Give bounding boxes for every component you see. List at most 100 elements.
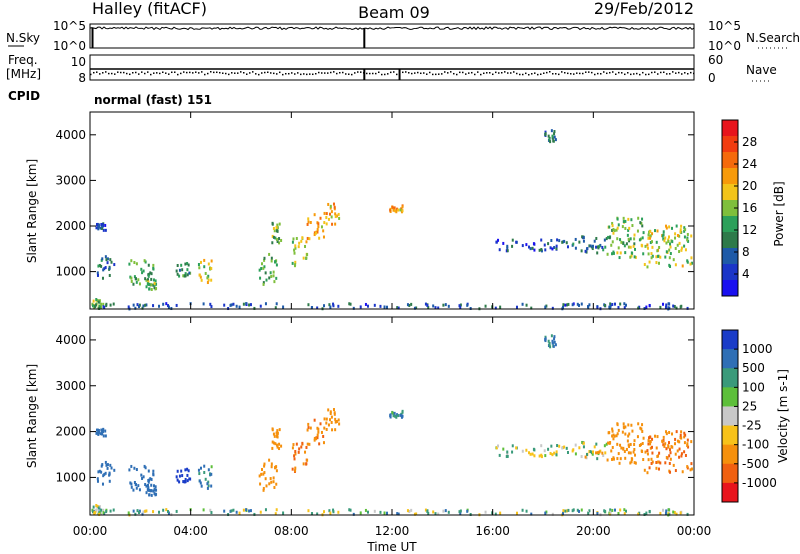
- power-echo-cell: [270, 259, 273, 263]
- power-echo-cell: [149, 271, 152, 275]
- velocity-echo-cell: [263, 471, 266, 475]
- velocity-echo-cell: [100, 470, 103, 474]
- velocity-echo-cell: [348, 508, 351, 512]
- power-echo-cell: [625, 242, 628, 246]
- power-echo-cell: [424, 302, 427, 306]
- power-echo-cell: [98, 263, 101, 267]
- velocity-echo-cell: [459, 511, 462, 515]
- velocity-echo-cell: [175, 475, 178, 479]
- power-echo-cell: [97, 223, 100, 227]
- power-echo-cell: [633, 255, 636, 259]
- power-echo-cell: [587, 305, 590, 309]
- power-echo-cell: [622, 216, 625, 220]
- velocity-echo-cell: [97, 470, 100, 474]
- power-echo-cell: [498, 248, 501, 252]
- power-echo-cell: [317, 225, 320, 229]
- velocity-echo-cell: [580, 508, 583, 512]
- power-echo-cell: [142, 269, 145, 273]
- velocity-echo-cell: [680, 430, 683, 434]
- power-echo-cell: [672, 258, 675, 262]
- power-echo-cell: [313, 213, 316, 217]
- velocity-echo-cell: [92, 505, 95, 509]
- velocity-echo-cell: [664, 442, 667, 446]
- yaxis-tick-label: 2000: [55, 219, 86, 233]
- power-echo-cell: [603, 304, 606, 308]
- power-echo-cell: [617, 305, 620, 309]
- velocity-echo-cell: [302, 462, 305, 466]
- power-echo-cell: [158, 304, 161, 308]
- velocity-echo-cell: [268, 482, 271, 486]
- nave-point: [159, 72, 161, 75]
- velocity-echo-cell: [572, 508, 575, 512]
- nave-point: [669, 73, 671, 75]
- nave-point: [282, 73, 284, 76]
- velocity-echo-cell: [591, 450, 594, 454]
- velocity-echo-cell: [608, 441, 611, 445]
- velocity-echo-cell: [678, 440, 681, 444]
- power-echo-cell: [665, 241, 668, 245]
- nave-point: [249, 72, 251, 74]
- power-echo-cell: [135, 262, 138, 266]
- velocity-echo-cell: [149, 477, 152, 481]
- power-echo-cell: [642, 252, 645, 256]
- velocity-echo-cell: [145, 484, 148, 488]
- velocity-echo-cell: [282, 511, 285, 515]
- power-echo-cell: [263, 256, 266, 260]
- velocity-echo-cell: [647, 458, 650, 462]
- power-echo-cell: [278, 241, 281, 245]
- power-echo-cell: [396, 306, 399, 310]
- colorbar-tick-label: -1000: [742, 476, 777, 490]
- power-echo-cell: [680, 224, 683, 228]
- velocity-echo-cell: [176, 478, 179, 482]
- power-echo-cell: [101, 276, 104, 280]
- power-echo-cell: [469, 306, 472, 310]
- power-echo-cell: [605, 237, 608, 241]
- power-echo-cell: [327, 202, 330, 206]
- power-echo-cell: [664, 255, 667, 259]
- cpid-label: CPID: [8, 89, 40, 103]
- power-echo-cell: [207, 274, 210, 278]
- velocity-echo-cell: [515, 511, 518, 515]
- velocity-echo-cell: [100, 508, 103, 512]
- velocity-echo-cell: [595, 451, 598, 455]
- velocity-echo-cell: [544, 337, 547, 341]
- velocity-echo-cell: [108, 479, 111, 483]
- velocity-echo-cell: [625, 447, 628, 451]
- velocity-echo-cell: [145, 491, 148, 495]
- velocity-echo-cell: [658, 451, 661, 455]
- velocity-echo-cell: [325, 427, 328, 431]
- velocity-echo-cell: [634, 453, 637, 457]
- power-echo-cell: [615, 228, 618, 232]
- velocity-echo-cell: [135, 486, 138, 490]
- power-echo-cell: [549, 140, 552, 144]
- velocity-echo-cell: [147, 480, 150, 484]
- velocity-echo-cell: [305, 445, 308, 449]
- power-echo-cell: [395, 210, 398, 214]
- velocity-echo-cell: [633, 448, 636, 452]
- power-echo-cell: [178, 274, 181, 278]
- velocity-echo-cell: [396, 413, 399, 417]
- power-echo-cell: [636, 229, 639, 233]
- velocity-echo-cell: [274, 466, 277, 470]
- power-echo-cell: [628, 226, 631, 230]
- velocity-echo-cell: [268, 458, 271, 462]
- velocity-echo-cell: [97, 432, 100, 436]
- power-echo-cell: [108, 266, 111, 270]
- nave-point: [378, 71, 380, 74]
- power-echo-cell: [550, 129, 553, 133]
- velocity-echo-cell: [617, 511, 620, 515]
- nave-point: [129, 73, 131, 76]
- velocity-echo-cell: [596, 451, 599, 455]
- power-echo-cell: [186, 261, 189, 265]
- nave-point: [153, 72, 155, 74]
- power-echo-cell: [578, 303, 581, 307]
- nave-point: [222, 72, 224, 74]
- velocity-echo-cell: [272, 441, 275, 445]
- nave-point: [102, 72, 104, 74]
- velocity-echo-cell: [684, 433, 687, 437]
- power-echo-cell: [323, 221, 326, 225]
- velocity-echo-cell: [141, 512, 144, 516]
- power-echo-cell: [144, 303, 147, 307]
- power-echo-cell: [95, 298, 98, 302]
- velocity-echo-cell: [148, 488, 151, 492]
